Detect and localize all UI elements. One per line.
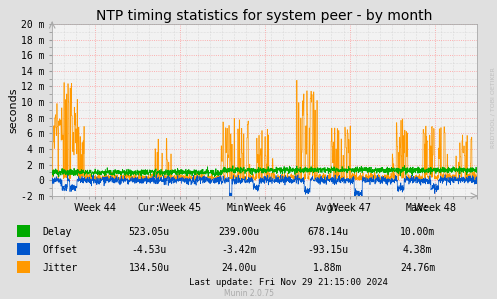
Text: RRDTOOL / TOBI OETIKER: RRDTOOL / TOBI OETIKER — [491, 67, 496, 148]
Text: 523.05u: 523.05u — [129, 227, 169, 237]
Text: Last update: Fri Nov 29 21:15:00 2024: Last update: Fri Nov 29 21:15:00 2024 — [189, 278, 388, 287]
Text: 4.38m: 4.38m — [403, 245, 432, 255]
Text: 10.00m: 10.00m — [400, 227, 435, 237]
Text: 24.00u: 24.00u — [221, 263, 256, 273]
Text: -93.15u: -93.15u — [308, 245, 348, 255]
Text: 24.76m: 24.76m — [400, 263, 435, 273]
Text: 678.14u: 678.14u — [308, 227, 348, 237]
Text: Jitter: Jitter — [42, 263, 78, 273]
Text: Max:: Max: — [406, 203, 429, 213]
Text: 1.88m: 1.88m — [313, 263, 343, 273]
Text: 134.50u: 134.50u — [129, 263, 169, 273]
Text: Offset: Offset — [42, 245, 78, 255]
Text: 239.00u: 239.00u — [218, 227, 259, 237]
Text: -3.42m: -3.42m — [221, 245, 256, 255]
Title: NTP timing statistics for system peer - by month: NTP timing statistics for system peer - … — [96, 9, 433, 23]
Text: Cur:: Cur: — [137, 203, 161, 213]
Text: -4.53u: -4.53u — [132, 245, 166, 255]
Text: Min:: Min: — [227, 203, 250, 213]
Y-axis label: seconds: seconds — [8, 87, 18, 133]
Text: Delay: Delay — [42, 227, 72, 237]
Text: Munin 2.0.75: Munin 2.0.75 — [224, 289, 273, 298]
Text: Avg:: Avg: — [316, 203, 340, 213]
